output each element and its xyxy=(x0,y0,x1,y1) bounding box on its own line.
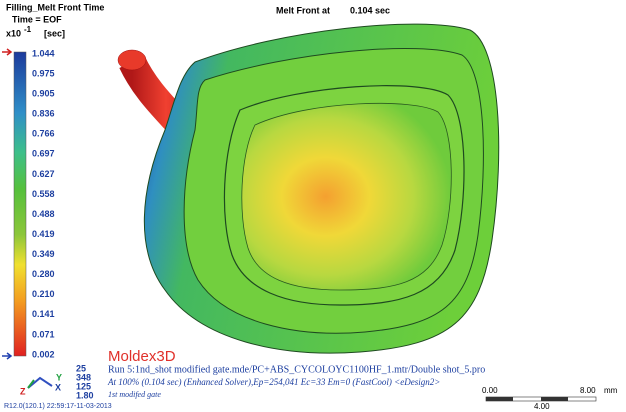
run-info: Run 5:1nd_shot modified gate.mde/PC+ABS_… xyxy=(108,364,485,375)
title: Filling_Melt Front Time xyxy=(6,2,104,12)
axis-x: X xyxy=(55,382,61,392)
colorbar-label: 0.627 xyxy=(32,169,55,179)
colorbar-label: 0.349 xyxy=(32,249,55,259)
colorbar-label: 0.071 xyxy=(32,329,55,339)
scale-bar: 0.00 8.00 mm 4.00 xyxy=(482,386,618,411)
part-model xyxy=(118,24,499,353)
max-arrow xyxy=(2,49,11,55)
unit-exponent: -1 xyxy=(24,25,32,34)
colorbar-label: 1.044 xyxy=(32,48,55,58)
scale-start: 0.00 xyxy=(482,386,498,395)
colorbar-label: 0.766 xyxy=(32,129,55,139)
unit: [sec] xyxy=(44,28,65,38)
melt-front-value: 0.104 sec xyxy=(350,5,390,15)
colorbar-label: 0.002 xyxy=(32,349,55,359)
runner-end xyxy=(118,50,146,70)
stat: 1.80 xyxy=(76,390,94,400)
time: Time = EOF xyxy=(12,14,62,24)
dome xyxy=(242,103,451,290)
version: R12.0(120.1) 22:59:17-11-03-2013 xyxy=(4,403,112,410)
colorbar-label: 0.697 xyxy=(32,149,55,159)
colorbar xyxy=(14,52,26,356)
axis-z: Z xyxy=(20,386,26,396)
unit-scale: x10 xyxy=(6,28,21,38)
scale-mid: 4.00 xyxy=(534,402,550,411)
colorbar-label: 0.280 xyxy=(32,269,55,279)
colorbar-label: 0.975 xyxy=(32,68,55,78)
colorbar-label: 0.419 xyxy=(32,229,55,239)
note: 1st modifed gate xyxy=(108,390,161,399)
scale-end: 8.00 xyxy=(580,386,596,395)
screenshot: Filling_Melt Front Time Time = EOF x10 -… xyxy=(0,0,626,412)
colorbar-label: 0.558 xyxy=(32,189,55,199)
colorbar-label: 0.836 xyxy=(32,109,55,119)
colorbar-label: 0.210 xyxy=(32,289,55,299)
axis-y: Y xyxy=(56,372,62,382)
min-arrow xyxy=(2,353,11,359)
colorbar-label: 0.488 xyxy=(32,209,55,219)
melt-front-label: Melt Front at xyxy=(276,5,330,15)
colorbar-label: 0.141 xyxy=(32,309,55,319)
colorbar-ticks: 1.044 0.975 0.905 0.836 0.766 0.697 0.627 0.558… xyxy=(32,48,55,359)
brand: Moldex3D xyxy=(108,348,176,365)
solver-info: At 100% (0.104 sec) (Enhanced Solver),Ep… xyxy=(107,377,440,387)
scale-unit: mm xyxy=(604,386,618,395)
colorbar-label: 0.905 xyxy=(32,89,55,99)
axis-triad: X Y Z xyxy=(20,372,62,396)
